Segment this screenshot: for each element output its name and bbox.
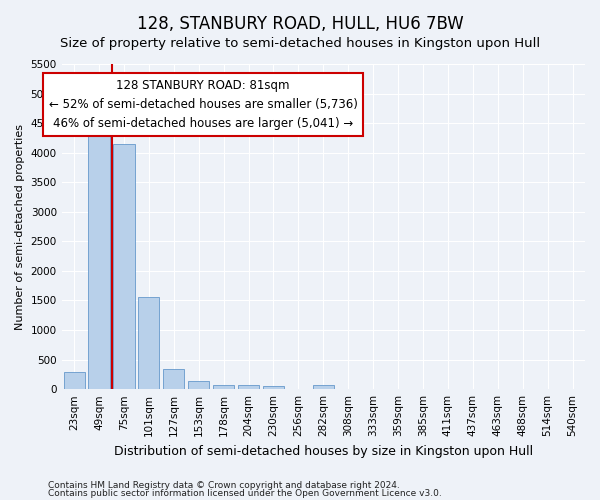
Y-axis label: Number of semi-detached properties: Number of semi-detached properties — [15, 124, 25, 330]
X-axis label: Distribution of semi-detached houses by size in Kingston upon Hull: Distribution of semi-detached houses by … — [114, 444, 533, 458]
Bar — [113, 144, 134, 389]
Bar — [64, 372, 85, 389]
Bar — [213, 384, 234, 389]
Text: Contains HM Land Registry data © Crown copyright and database right 2024.: Contains HM Land Registry data © Crown c… — [48, 480, 400, 490]
Bar — [138, 297, 160, 389]
Bar — [163, 369, 184, 389]
Text: Size of property relative to semi-detached houses in Kingston upon Hull: Size of property relative to semi-detach… — [60, 38, 540, 51]
Bar — [263, 386, 284, 389]
Text: 128 STANBURY ROAD: 81sqm
← 52% of semi-detached houses are smaller (5,736)
46% o: 128 STANBURY ROAD: 81sqm ← 52% of semi-d… — [49, 78, 358, 130]
Bar — [238, 386, 259, 389]
Text: Contains public sector information licensed under the Open Government Licence v3: Contains public sector information licen… — [48, 489, 442, 498]
Bar — [88, 128, 110, 389]
Text: 128, STANBURY ROAD, HULL, HU6 7BW: 128, STANBURY ROAD, HULL, HU6 7BW — [137, 15, 463, 33]
Bar — [313, 385, 334, 389]
Bar — [188, 381, 209, 389]
